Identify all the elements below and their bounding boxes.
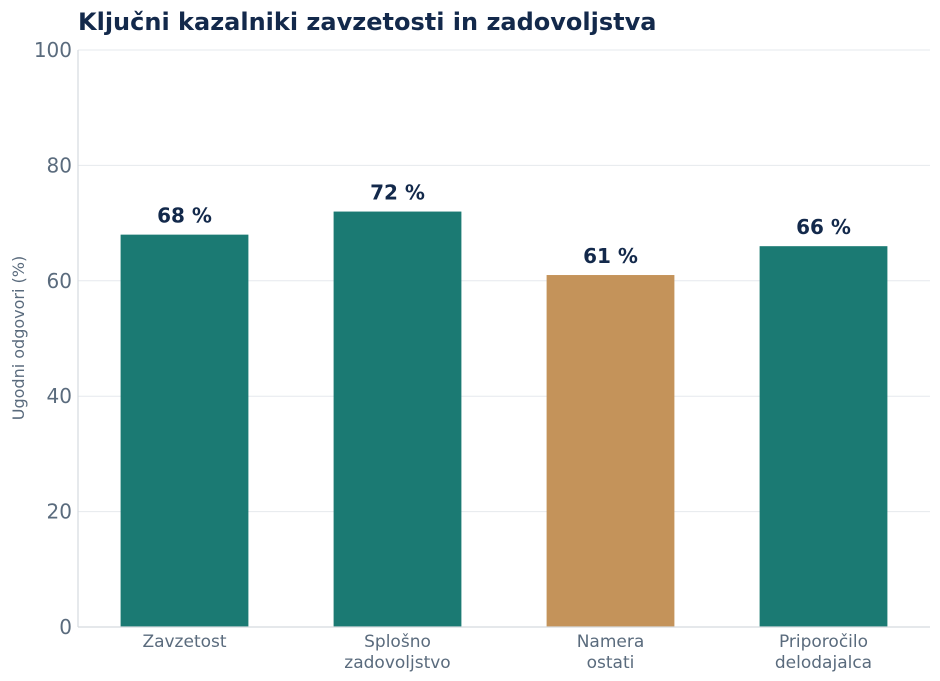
y-tick-label: 80 bbox=[47, 153, 72, 177]
y-tick-label: 0 bbox=[59, 615, 72, 639]
x-tick-label: delodajalca bbox=[775, 653, 872, 673]
x-tick-label: Splošno bbox=[364, 632, 431, 652]
y-tick-label: 20 bbox=[47, 500, 72, 524]
bar bbox=[546, 275, 675, 627]
bar bbox=[333, 211, 462, 627]
x-tick-label: zadovoljstvo bbox=[344, 653, 450, 673]
bar-value-label: 61 % bbox=[583, 244, 638, 268]
y-tick-label: 60 bbox=[47, 269, 72, 293]
chart-title: Ključni kazalniki zavzetosti in zadovolj… bbox=[78, 8, 656, 36]
y-tick-label: 100 bbox=[34, 38, 72, 62]
bar bbox=[120, 234, 249, 627]
bar-value-label: 72 % bbox=[370, 181, 425, 205]
bars bbox=[120, 211, 888, 627]
x-tick-label: ostati bbox=[587, 653, 635, 673]
bar-value-label: 66 % bbox=[796, 215, 851, 239]
y-axis-label: Ugodni odgovori (%) bbox=[9, 256, 28, 420]
bar bbox=[759, 246, 888, 627]
bar-value-label: 68 % bbox=[157, 204, 212, 228]
y-tick-label: 40 bbox=[47, 384, 72, 408]
data-labels: 68 % 72 % 61 % 66 % bbox=[157, 181, 851, 268]
x-tick-label: Zavzetost bbox=[142, 632, 226, 652]
x-tick-label: Priporočilo bbox=[779, 632, 868, 652]
y-axis-ticks: 0 20 40 60 80 100 bbox=[34, 38, 72, 639]
x-tick-label: Namera bbox=[577, 632, 645, 652]
